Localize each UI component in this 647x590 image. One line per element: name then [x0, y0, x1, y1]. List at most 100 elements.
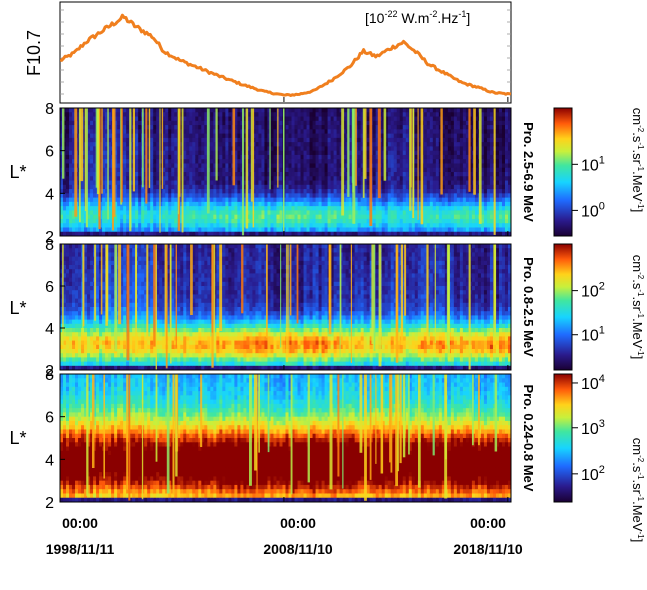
heatmap-cell: [216, 116, 220, 122]
heatmap-cell: [66, 365, 70, 370]
heatmap-cell: [96, 361, 100, 367]
heatmap-cell: [429, 184, 434, 190]
heatmap-cell: [324, 163, 329, 169]
heatmap-cell: [390, 206, 395, 211]
heatmap-cell: [210, 223, 214, 229]
heatmap-cell: [414, 172, 419, 177]
heatmap-cell: [273, 201, 278, 207]
heatmap-cell: [435, 142, 440, 147]
heatmap-cell: [138, 137, 142, 143]
heatmap-cell: [114, 146, 118, 152]
heatmap-cell: [474, 163, 479, 169]
heatmap-cell: [465, 231, 470, 236]
heatmap-cell: [285, 133, 290, 139]
heatmap-cell: [486, 206, 491, 211]
heatmap-cell: [486, 167, 491, 173]
heatmap-cell: [198, 133, 202, 139]
heatmap-cell: [273, 176, 278, 182]
heatmap-cell: [69, 146, 73, 152]
heatmap-cell: [84, 294, 88, 300]
heatmap-cell: [198, 227, 202, 233]
heatmap-cell: [72, 125, 76, 130]
heatmap-cell: [354, 206, 359, 211]
heatmap-cell: [270, 112, 275, 118]
heatmap-cell: [84, 315, 88, 321]
heatmap-cell: [69, 353, 73, 358]
heatmap-cell: [297, 197, 302, 203]
sep-event-spike: [409, 108, 412, 211]
heatmap-cell: [93, 328, 97, 333]
heatmap-cell: [159, 133, 163, 139]
heatmap-cell: [216, 120, 220, 126]
heatmap-cell: [399, 210, 404, 216]
heatmap-cell: [306, 223, 311, 229]
heatmap-cell: [150, 163, 154, 169]
heatmap-cell: [423, 214, 428, 220]
heatmap-cell: [357, 125, 362, 130]
heatmap-cell: [150, 206, 154, 211]
heatmap-cell: [168, 197, 172, 203]
heatmap-cell: [315, 210, 320, 216]
heatmap-cell: [393, 150, 398, 156]
heatmap-cell: [399, 180, 404, 186]
heatmap-cell: [477, 227, 482, 233]
heatmap-cell: [339, 227, 344, 233]
heatmap-cell: [414, 150, 419, 156]
heatmap-cell: [366, 159, 371, 165]
heatmap-cell: [93, 137, 97, 143]
heatmap-cell: [291, 167, 296, 173]
heatmap-cell: [489, 176, 494, 182]
heatmap-cell: [72, 315, 76, 321]
heatmap-cell: [210, 142, 214, 147]
heatmap-cell: [246, 172, 251, 177]
heatmap-cell: [423, 154, 428, 160]
heatmap-cell: [462, 176, 467, 182]
heatmap-cell: [87, 214, 91, 220]
heatmap-cell: [498, 201, 503, 207]
heatmap-cell: [480, 133, 485, 139]
heatmap-cell: [417, 150, 422, 156]
heatmap-cell: [114, 133, 118, 139]
heatmap-cell: [501, 154, 506, 160]
heatmap-cell: [321, 189, 326, 194]
heatmap-cell: [237, 184, 241, 190]
heatmap-cell: [210, 231, 214, 236]
heatmap-cell: [327, 206, 332, 211]
heatmap-cell: [291, 218, 296, 224]
heatmap-cell: [99, 176, 103, 182]
heatmap-cell: [417, 218, 422, 224]
heatmap-cell: [432, 193, 437, 199]
heatmap-cell: [243, 227, 248, 233]
heatmap-cell: [195, 206, 199, 211]
heatmap-cell: [123, 231, 127, 236]
heatmap-cell: [231, 184, 235, 190]
heatmap-cell: [72, 189, 76, 194]
heatmap-cell: [348, 108, 353, 113]
heatmap-cell: [315, 120, 320, 126]
heatmap-cell: [87, 137, 91, 143]
heatmap-cell: [288, 218, 293, 224]
heatmap-cell: [156, 172, 160, 177]
heatmap-cell: [306, 116, 311, 122]
heatmap-cell: [63, 302, 67, 308]
heatmap-cell: [498, 154, 503, 160]
heatmap-cell: [315, 227, 320, 233]
sep-event-spike: [364, 108, 367, 179]
heatmap-cell: [75, 256, 79, 262]
heatmap-cell: [501, 231, 506, 236]
heatmap-cell: [171, 197, 175, 203]
heatmap-cell: [504, 172, 509, 177]
heatmap-cell: [384, 189, 389, 194]
heatmap-cell: [72, 201, 76, 207]
heatmap-cell: [66, 116, 70, 122]
heatmap-cell: [309, 201, 314, 207]
heatmap-cell: [267, 206, 272, 211]
heatmap-cell: [168, 184, 172, 190]
heatmap-cell: [234, 120, 238, 126]
sep-event-spike: [85, 108, 88, 228]
heatmap-cell: [162, 129, 166, 135]
heatmap-cell: [126, 231, 130, 236]
heatmap-cell: [480, 180, 485, 186]
heatmap-cell: [453, 163, 458, 169]
heatmap-cell: [396, 146, 401, 152]
